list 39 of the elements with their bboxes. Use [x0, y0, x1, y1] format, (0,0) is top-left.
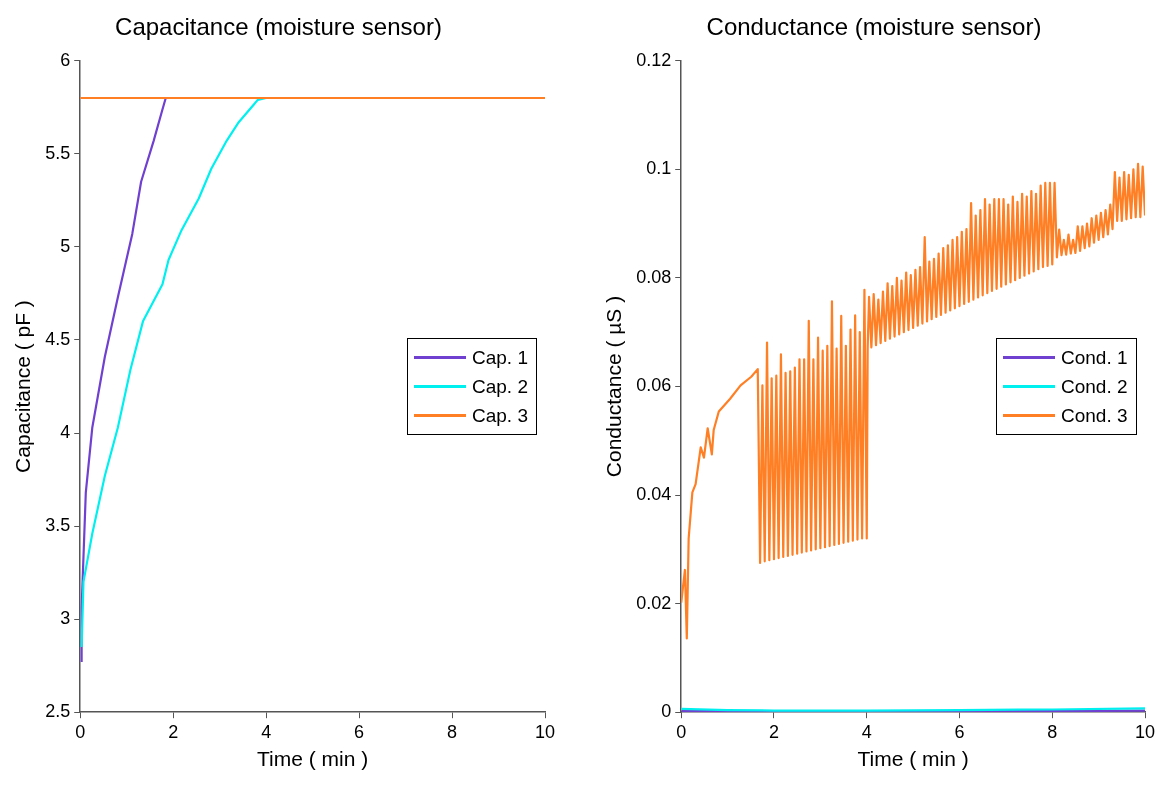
legend-label: Cap. 1: [472, 346, 528, 370]
y-tick-label: 4: [60, 422, 71, 442]
y-tick-label: 0.02: [636, 592, 672, 613]
y-tick-label: 3: [60, 608, 71, 629]
legend-label: Cond. 3: [1061, 404, 1128, 428]
legend-label: Cap. 3: [472, 404, 528, 428]
x-tick-label: 10: [1134, 721, 1156, 742]
x-tick-label: 2: [168, 721, 179, 742]
chart-title: Conductance (moisture sensor): [706, 13, 1042, 41]
y-tick-label: 4.5: [45, 328, 71, 349]
y-tick-label: 5.5: [45, 142, 71, 163]
x-tick-label: 0: [676, 721, 687, 742]
legend-label: Cond. 2: [1061, 375, 1128, 399]
x-tick-label: 4: [861, 721, 872, 742]
y-tick-label: 5: [60, 235, 71, 256]
y-tick-label: 0.06: [636, 375, 672, 396]
y-tick-label: 0.1: [646, 158, 672, 179]
x-tick-label: 2: [768, 721, 779, 742]
y-tick-label: 6: [60, 49, 71, 70]
x-axis-title: Time ( min ): [857, 747, 969, 771]
y-tick-label: 0.08: [636, 266, 672, 287]
x-tick-label: 8: [1047, 721, 1058, 742]
x-tick-label: 10: [534, 721, 556, 742]
x-tick-label: 6: [354, 721, 365, 742]
y-tick-label: 2.5: [45, 701, 71, 722]
legend-label: Cap. 2: [472, 375, 528, 399]
legend-label: Cond. 1: [1061, 346, 1128, 370]
x-tick-label: 0: [75, 721, 86, 742]
y-axis-title: Capacitance ( pF ): [11, 300, 35, 473]
y-tick-label: 0.04: [636, 484, 672, 505]
chart-title: Capacitance (moisture sensor): [115, 13, 442, 41]
x-tick-label: 6: [954, 721, 965, 742]
y-tick-label: 3.5: [45, 515, 71, 536]
x-axis-title: Time ( min ): [257, 747, 369, 771]
y-axis-title: Conductance ( µS ): [602, 295, 626, 478]
y-tick-label: 0.12: [636, 49, 672, 70]
x-tick-label: 4: [261, 721, 272, 742]
y-tick-label: 0: [661, 701, 672, 722]
x-tick-label: 8: [447, 721, 458, 742]
